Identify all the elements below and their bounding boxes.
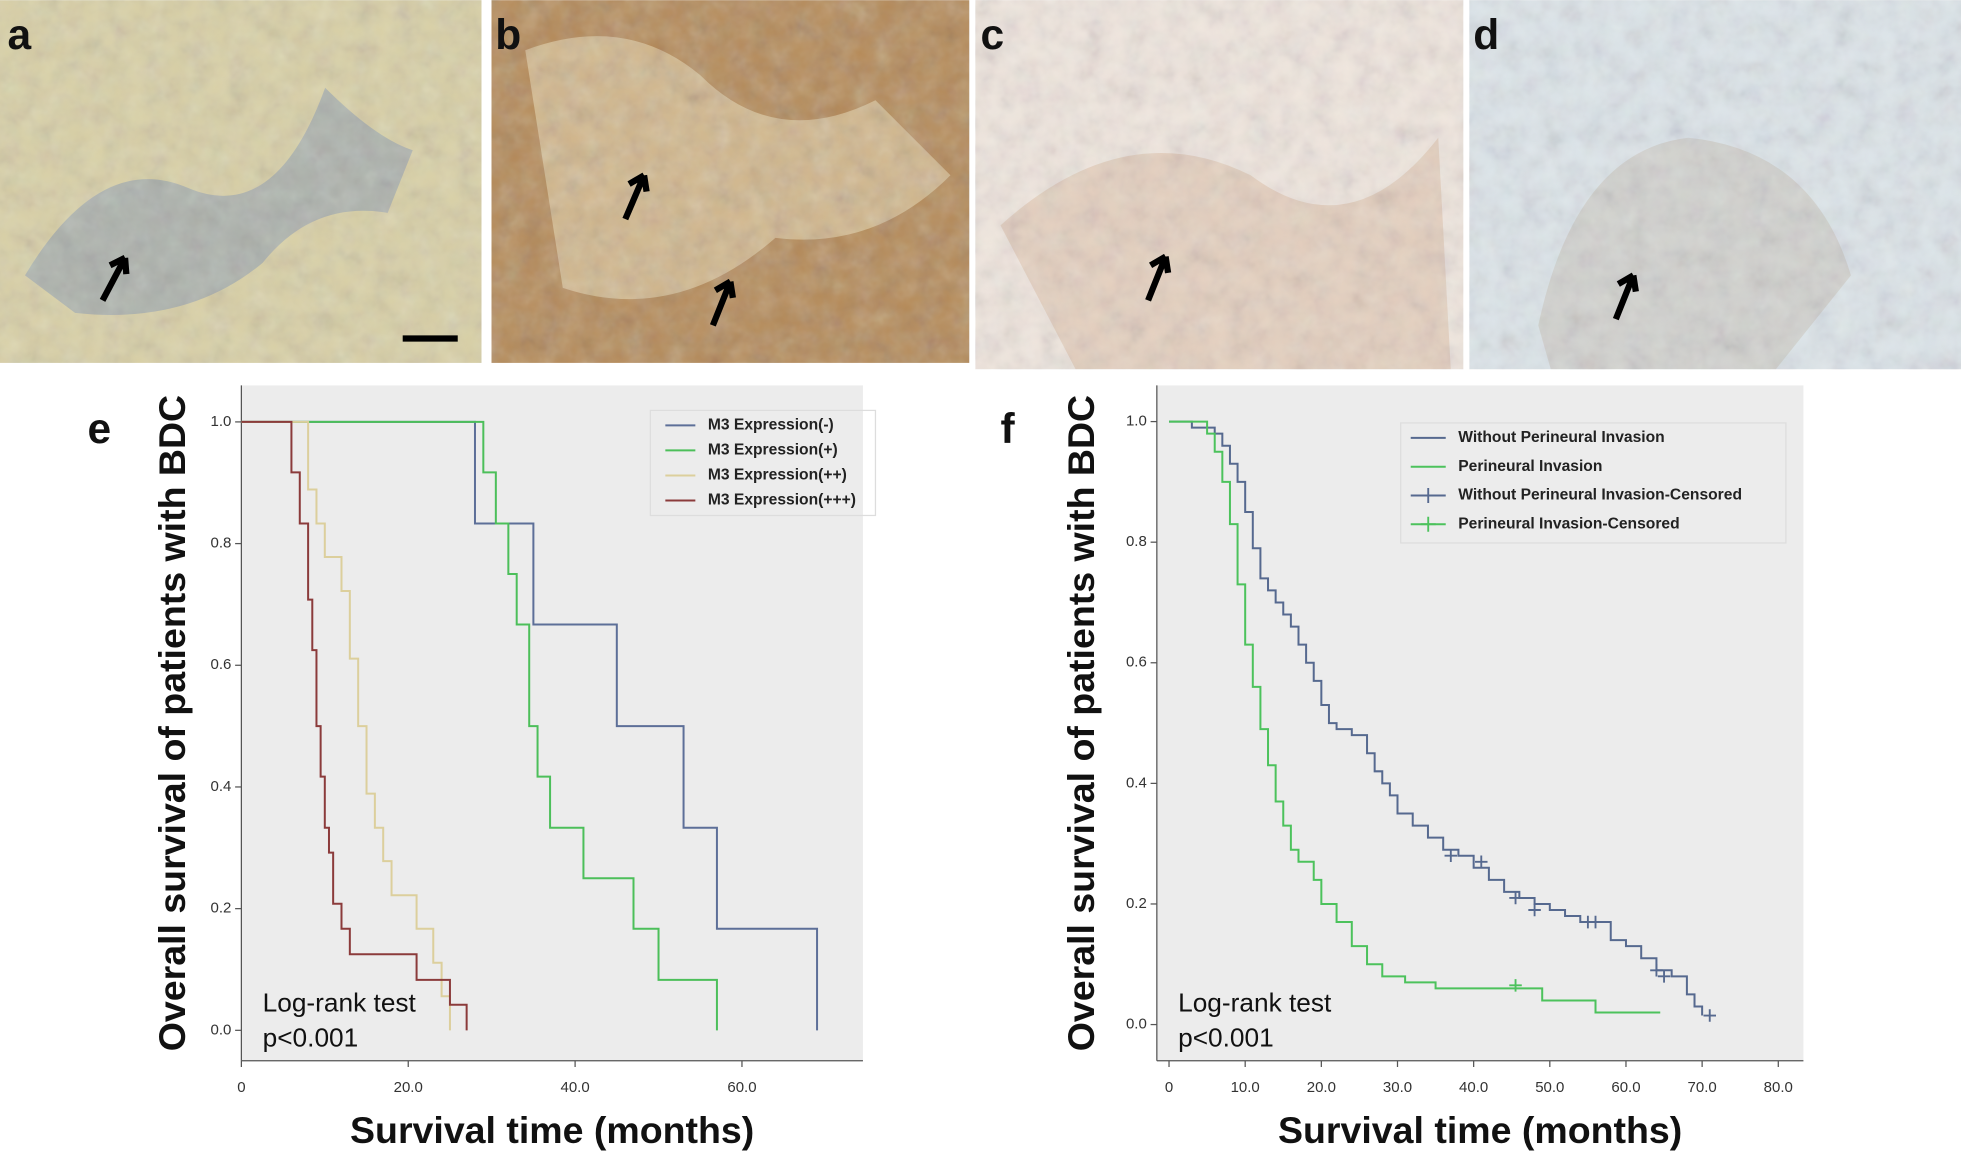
- censor-mark: [1528, 903, 1541, 917]
- legend-label: M3 Expression(-): [708, 417, 834, 434]
- survival-line: [241, 420, 468, 1031]
- panel-label: c: [981, 12, 1005, 59]
- legend-marker: [1420, 487, 1436, 503]
- y-tick-label: 0.6: [211, 656, 232, 673]
- micrograph-b: [491, 0, 970, 363]
- annotation: p<0.001: [1178, 1022, 1274, 1052]
- legend-label: Without Perineural Invasion: [1458, 429, 1664, 446]
- micrograph-a: [0, 0, 482, 363]
- x-tick-label: 20.0: [1307, 1079, 1336, 1096]
- censor-mark: [1657, 970, 1671, 983]
- plot-area: [241, 385, 863, 1061]
- survival-line: [1169, 420, 1704, 1016]
- x-tick-label: 60.0: [727, 1079, 756, 1096]
- legend-box: [1400, 422, 1787, 544]
- x-tick-label: 0: [1165, 1079, 1173, 1096]
- panel-label: b: [495, 12, 521, 59]
- x-axis-title: Survival time (months): [350, 1109, 754, 1151]
- survival-line: [241, 420, 718, 1031]
- annotation: Log-rank test: [263, 987, 417, 1017]
- y-tick-label: 1.0: [211, 413, 232, 430]
- panel-label: a: [8, 12, 32, 59]
- x-tick-label: 50.0: [1535, 1079, 1564, 1096]
- censor-mark: [1650, 964, 1663, 977]
- y-tick-label: 0.6: [1126, 654, 1147, 671]
- micrograph-c: [975, 0, 1464, 370]
- y-tick-label: 0.0: [1126, 1016, 1147, 1033]
- x-tick-label: 10.0: [1231, 1079, 1260, 1096]
- y-axis-title: Overall survival of patients with BDC: [1060, 395, 1102, 1051]
- legend-label: Perineural Invasion-Censored: [1458, 515, 1679, 532]
- censor-mark: [1475, 855, 1488, 869]
- plot-area: [1156, 385, 1804, 1061]
- legend-label: M3 Expression(+++): [708, 492, 856, 509]
- x-tick-label: 30.0: [1383, 1079, 1412, 1096]
- y-tick-label: 0.4: [211, 778, 232, 795]
- censor-mark: [1509, 979, 1522, 992]
- y-tick-label: 1.0: [1126, 413, 1147, 430]
- micrograph-d: [1469, 0, 1961, 370]
- legend-label: M3 Expression(++): [708, 467, 847, 484]
- x-tick-label: 70.0: [1688, 1079, 1717, 1096]
- censor-mark: [1589, 915, 1602, 929]
- censor-mark: [1444, 849, 1458, 862]
- x-tick-label: 40.0: [1459, 1079, 1488, 1096]
- x-tick-label: 20.0: [394, 1079, 423, 1096]
- y-tick-label: 0.0: [211, 1021, 232, 1038]
- survival-line: [241, 420, 819, 1031]
- x-tick-label: 60.0: [1611, 1079, 1640, 1096]
- censor-mark: [1509, 891, 1522, 905]
- x-tick-label: 80.0: [1764, 1079, 1793, 1096]
- legend-label: M3 Expression(+): [708, 442, 838, 459]
- panel-label: d: [1473, 12, 1499, 59]
- annotation: p<0.001: [263, 1022, 359, 1052]
- y-tick-label: 0.8: [211, 535, 232, 552]
- y-tick-label: 0.4: [1126, 774, 1147, 791]
- legend-marker: [1420, 516, 1436, 532]
- legend-label: Without Perineural Invasion-Censored: [1458, 487, 1742, 504]
- y-tick-label: 0.2: [211, 900, 232, 917]
- panel-label: e: [88, 406, 112, 453]
- survival-line: [1169, 420, 1661, 1014]
- x-axis-title: Survival time (months): [1278, 1109, 1682, 1151]
- annotation: Log-rank test: [1178, 987, 1332, 1017]
- y-tick-label: 0.8: [1126, 533, 1147, 550]
- y-axis-title: Overall survival of patients with BDC: [151, 395, 193, 1051]
- panel-label: f: [1001, 406, 1016, 453]
- censor-mark: [1703, 1009, 1717, 1022]
- survival-line: [241, 420, 451, 1031]
- x-tick-label: 0: [237, 1079, 245, 1096]
- legend-box: [649, 409, 877, 517]
- y-tick-label: 0.2: [1126, 895, 1147, 912]
- x-tick-label: 40.0: [560, 1079, 589, 1096]
- legend-label: Perineural Invasion: [1458, 458, 1602, 475]
